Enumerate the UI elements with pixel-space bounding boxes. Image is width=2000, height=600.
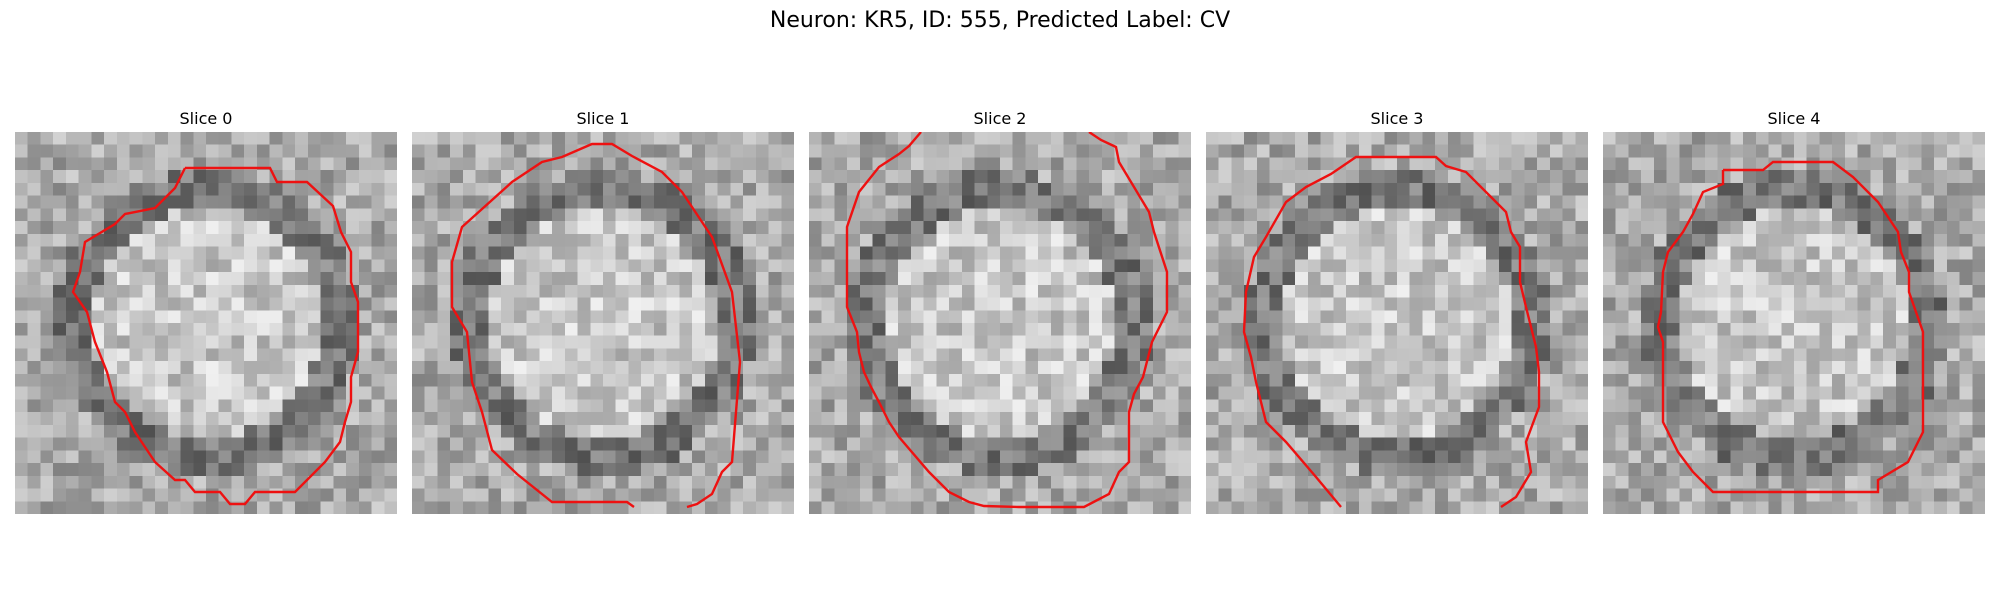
slice-image: [809, 132, 1191, 514]
slice-title: Slice 2: [973, 109, 1027, 128]
contour-overlay: [845, 132, 1169, 509]
grayscale-texture: [1206, 132, 1588, 514]
slice-title: Slice 4: [1767, 109, 1821, 128]
grayscale-texture: [1603, 132, 1985, 514]
grayscale-texture: [412, 132, 794, 514]
slice-panel-4: Slice 4: [1603, 108, 1985, 514]
slice-panel-1: Slice 1: [412, 108, 794, 514]
slice-panel-3: Slice 3: [1206, 108, 1588, 514]
grayscale-texture: [15, 132, 397, 514]
contour-line: [71, 166, 360, 506]
contour-overlay: [1242, 155, 1541, 508]
contour-overlay: [71, 166, 360, 506]
contour-overlay: [1656, 160, 1925, 494]
slice-panel-0: Slice 0: [15, 108, 397, 514]
slice-title: Slice 3: [1370, 109, 1424, 128]
contour-line: [450, 142, 742, 509]
slice-image: [412, 132, 794, 514]
contour-line: [1242, 155, 1541, 508]
slice-image: [1206, 132, 1588, 514]
slice-title: Slice 0: [179, 109, 233, 128]
figure-title: Neuron: KR5, ID: 555, Predicted Label: C…: [769, 8, 1231, 33]
slice-image: [15, 132, 397, 514]
slice-panel-2: Slice 2: [809, 108, 1191, 514]
contour-line: [1656, 160, 1925, 494]
slice-image: [1603, 132, 1985, 514]
slice-title: Slice 1: [576, 109, 630, 128]
contour-line: [845, 132, 1169, 509]
contour-overlay: [450, 142, 742, 509]
